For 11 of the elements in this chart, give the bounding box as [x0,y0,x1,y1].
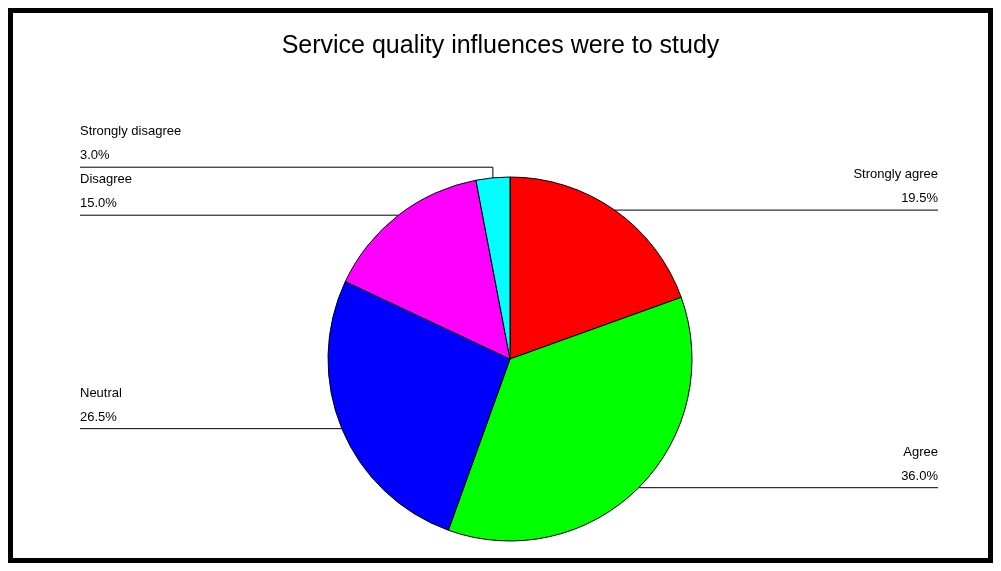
data-label: 15.0% [80,195,118,211]
slice-label: Strongly disagree [80,123,182,139]
slice-label: Neutral [80,384,123,400]
data-label: 3.0% [80,147,111,163]
slice-label: Agree [903,443,938,459]
data-label: 36.0% [901,467,939,483]
chart-title: Service quality influences were to study [281,30,720,58]
data-label: 19.5% [901,190,939,206]
data-label: 26.5% [80,408,118,424]
slice-label: Disagree [80,171,133,187]
slice-label: Strongly agree [853,166,938,182]
